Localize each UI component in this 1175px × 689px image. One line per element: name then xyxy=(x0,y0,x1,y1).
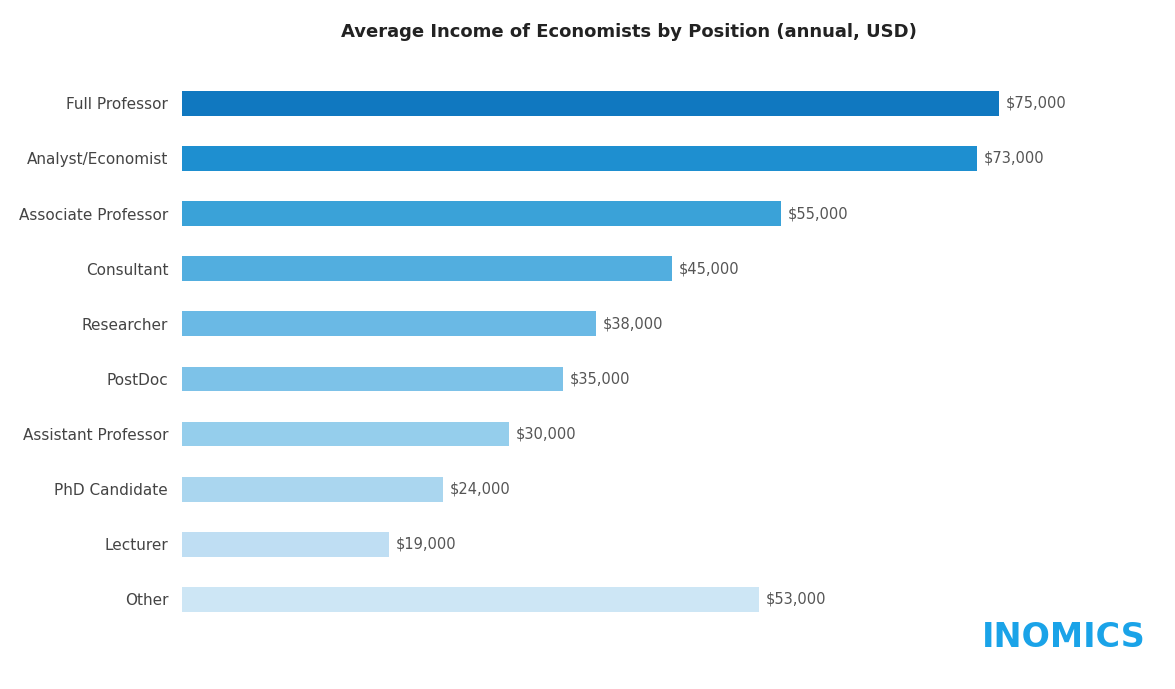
Bar xyxy=(182,311,596,336)
Text: $75,000: $75,000 xyxy=(1006,96,1066,111)
Text: $19,000: $19,000 xyxy=(396,537,456,552)
Bar xyxy=(182,201,781,226)
Bar xyxy=(182,422,509,446)
Bar xyxy=(182,532,389,557)
Text: $53,000: $53,000 xyxy=(766,592,826,607)
Bar xyxy=(182,587,759,612)
Bar xyxy=(182,146,978,171)
Text: $45,000: $45,000 xyxy=(679,261,739,276)
Bar xyxy=(182,477,443,502)
Text: $30,000: $30,000 xyxy=(516,426,576,442)
Text: $24,000: $24,000 xyxy=(450,482,511,497)
Bar xyxy=(182,256,672,281)
Bar xyxy=(182,367,563,391)
Text: $55,000: $55,000 xyxy=(787,206,848,221)
Text: $73,000: $73,000 xyxy=(983,151,1045,166)
Title: Average Income of Economists by Position (annual, USD): Average Income of Economists by Position… xyxy=(341,23,916,41)
Text: $38,000: $38,000 xyxy=(603,316,663,331)
Text: INOMICS: INOMICS xyxy=(981,621,1146,654)
Bar xyxy=(182,91,999,116)
Text: $35,000: $35,000 xyxy=(570,371,630,387)
